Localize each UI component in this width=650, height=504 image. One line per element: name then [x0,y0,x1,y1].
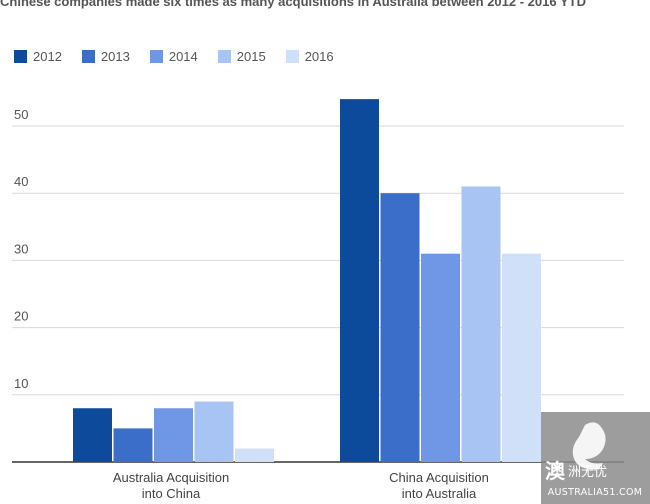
bar-2013-china-into-aus [380,193,420,462]
category-label-1: China Acquisition into Australia [389,470,489,501]
bar-2012-aus-into-china [73,408,112,462]
y-tick-50: 50 [14,107,28,122]
watermark-cn-text: 洲无忧 [568,465,607,480]
bar-2015-china-into-aus [461,186,501,463]
legend-label-2013: 2013 [100,49,130,64]
bar-2015-aus-into-china [194,401,234,462]
watermark-logo: 澳洲无忧 AUSTRALIA51.COM [541,412,650,504]
bar-2013-aus-into-china [113,428,153,462]
legend-label-2014: 2014 [168,49,198,64]
legend-label-2016: 2016 [304,49,334,64]
watermark-en-text: AUSTRALIA51.COM [548,487,643,498]
bar-2012-china-into-aus [340,99,379,463]
legend-swatch-2015 [217,50,231,63]
y-tick-40: 40 [14,174,28,189]
legend-item-2013: 2013 [81,49,130,64]
legend-item-2012: 2012 [14,49,62,64]
legend-item-2014: 2014 [149,49,198,64]
chart-legend: 2012 2013 2014 2015 2016 [14,49,334,64]
legend-swatch-2014 [149,50,163,63]
chart-title: Chinese companies made six times as many… [0,0,586,9]
y-tick-20: 20 [14,309,28,324]
bar-2016-aus-into-china [235,448,274,462]
legend-label-2012: 2012 [33,49,62,64]
legend-item-2016: 2016 [285,49,334,64]
bar-2016-china-into-aus [502,253,541,462]
kangaroo-icon [572,422,606,470]
y-tick-30: 30 [14,241,28,256]
legend-swatch-2013 [81,50,95,63]
legend-item-2015: 2015 [217,49,266,64]
watermark-glyph: 澳 [545,459,566,483]
bar-2014-china-into-aus [421,253,460,462]
legend-swatch-2012 [14,50,27,63]
legend-label-2015: 2015 [236,49,266,64]
category-label-0: Australia Acquisition into China [113,470,229,501]
legend-swatch-2016 [285,50,299,63]
y-tick-10: 10 [14,376,28,391]
bar-2014-aus-into-china [154,408,193,462]
